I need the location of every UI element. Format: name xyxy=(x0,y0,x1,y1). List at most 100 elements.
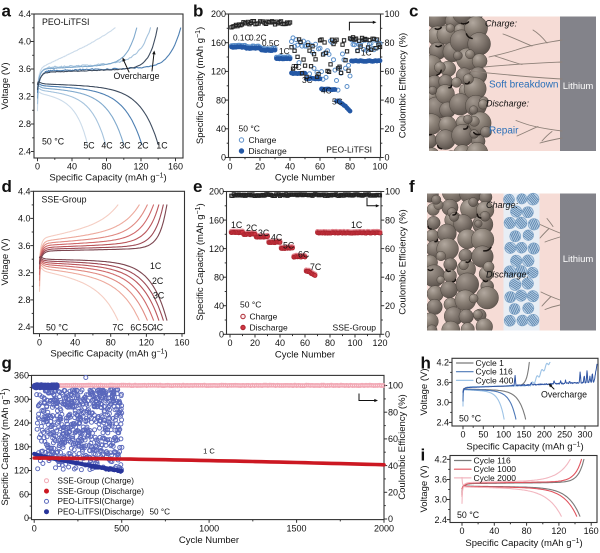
svg-text:4C: 4C xyxy=(152,323,164,333)
svg-text:120: 120 xyxy=(139,338,154,348)
svg-text:Coulombic Efficiency (%): Coulombic Efficiency (%) xyxy=(397,394,408,499)
svg-text:200: 200 xyxy=(209,187,224,197)
svg-text:3.0: 3.0 xyxy=(436,398,449,408)
svg-text:50 °C: 50 °C xyxy=(457,510,480,520)
svg-text:PEO-LiTFSI(Charge): PEO-LiTFSI(Charge) xyxy=(58,497,135,506)
svg-text:120: 120 xyxy=(211,67,226,77)
svg-text:PEO-LiTFSI(Discharge): PEO-LiTFSI(Discharge) xyxy=(58,508,145,517)
svg-text:Cycle Number: Cycle Number xyxy=(179,535,239,546)
svg-text:40: 40 xyxy=(216,124,226,134)
svg-text:0: 0 xyxy=(37,338,42,348)
svg-text:60: 60 xyxy=(19,489,29,499)
svg-text:160: 160 xyxy=(174,338,189,348)
svg-text:Charge: Charge xyxy=(250,312,278,322)
svg-text:80: 80 xyxy=(522,526,532,536)
svg-text:4C: 4C xyxy=(101,141,113,151)
svg-text:Cycle 1000: Cycle 1000 xyxy=(474,464,517,474)
svg-text:2.4: 2.4 xyxy=(18,322,31,332)
svg-text:Discharge: Discharge xyxy=(250,323,289,333)
svg-text:PEO-LiTFSI: PEO-LiTFSI xyxy=(326,145,372,155)
svg-text:100: 100 xyxy=(347,338,362,348)
svg-text:120: 120 xyxy=(551,526,566,536)
svg-text:7C: 7C xyxy=(112,323,124,333)
svg-text:Cycle 400: Cycle 400 xyxy=(476,375,514,385)
svg-text:3C: 3C xyxy=(258,228,270,238)
svg-text:2C: 2C xyxy=(152,276,164,286)
svg-text:2000: 2000 xyxy=(374,524,394,534)
svg-text:Charge:: Charge: xyxy=(485,19,518,29)
svg-text:80: 80 xyxy=(101,162,111,172)
svg-text:80: 80 xyxy=(214,272,224,282)
svg-text:20: 20 xyxy=(250,338,260,348)
svg-text:i: i xyxy=(421,446,426,465)
svg-text:40: 40 xyxy=(388,461,398,471)
svg-text:500: 500 xyxy=(114,524,129,534)
svg-text:3.0: 3.0 xyxy=(434,495,447,505)
svg-text:1C: 1C xyxy=(231,220,243,230)
svg-text:300: 300 xyxy=(577,430,592,440)
svg-text:160: 160 xyxy=(209,215,224,225)
svg-text:5C: 5C xyxy=(142,323,154,333)
svg-text:0: 0 xyxy=(385,330,390,340)
svg-text:Discharge:: Discharge: xyxy=(486,270,530,280)
svg-text:3.2: 3.2 xyxy=(18,268,31,278)
svg-text:50 °C: 50 °C xyxy=(240,300,261,310)
svg-text:1C: 1C xyxy=(361,48,372,58)
svg-text:SSE-Group (Discharge): SSE-Group (Discharge) xyxy=(58,487,145,496)
svg-text:50: 50 xyxy=(478,430,488,440)
svg-text:80: 80 xyxy=(385,38,395,48)
svg-text:160: 160 xyxy=(211,38,226,48)
svg-text:40: 40 xyxy=(70,338,80,348)
svg-text:2C: 2C xyxy=(137,141,149,151)
svg-text:100: 100 xyxy=(385,187,400,197)
svg-text:40: 40 xyxy=(214,301,224,311)
svg-text:0: 0 xyxy=(388,514,393,524)
svg-text:100: 100 xyxy=(496,430,511,440)
svg-text:20: 20 xyxy=(388,488,398,498)
svg-text:100: 100 xyxy=(388,381,403,391)
svg-text:1 C: 1 C xyxy=(203,447,215,456)
svg-text:c: c xyxy=(409,1,418,20)
svg-text:0: 0 xyxy=(385,153,390,163)
svg-text:50 °C: 50 °C xyxy=(150,508,171,517)
svg-text:80: 80 xyxy=(216,95,226,105)
svg-text:50 °C: 50 °C xyxy=(46,323,69,333)
svg-text:60: 60 xyxy=(388,434,398,444)
svg-text:0: 0 xyxy=(459,526,464,536)
svg-text:100: 100 xyxy=(385,9,400,19)
svg-text:0.2C: 0.2C xyxy=(249,33,267,43)
svg-text:150: 150 xyxy=(516,430,531,440)
svg-text:1000: 1000 xyxy=(199,524,219,534)
svg-text:Overcharge: Overcharge xyxy=(541,390,587,400)
svg-text:360: 360 xyxy=(14,371,29,381)
svg-text:4.0: 4.0 xyxy=(18,214,31,224)
svg-text:80: 80 xyxy=(345,162,355,172)
svg-text:2C: 2C xyxy=(291,62,302,72)
svg-text:60: 60 xyxy=(385,67,395,77)
svg-text:4.2: 4.2 xyxy=(434,455,447,465)
svg-text:f: f xyxy=(409,177,415,196)
svg-text:Charge:: Charge: xyxy=(486,200,519,210)
svg-text:SSE-Group (Charge): SSE-Group (Charge) xyxy=(58,477,135,486)
svg-text:0: 0 xyxy=(460,430,465,440)
svg-text:50 °C: 50 °C xyxy=(239,124,260,134)
svg-text:240: 240 xyxy=(14,418,29,428)
svg-text:e: e xyxy=(193,177,202,196)
svg-text:6C: 6C xyxy=(298,250,310,260)
svg-text:Specific Capacity (mAh g−1): Specific Capacity (mAh g−1) xyxy=(465,538,582,549)
svg-text:40: 40 xyxy=(385,272,395,282)
svg-text:180: 180 xyxy=(14,442,29,452)
svg-text:2.8: 2.8 xyxy=(18,119,31,129)
svg-text:60: 60 xyxy=(300,338,310,348)
svg-text:Coulombic Efficiency (%): Coulombic Efficiency (%) xyxy=(398,33,409,138)
svg-text:Overcharge: Overcharge xyxy=(114,71,160,81)
svg-text:Repair: Repair xyxy=(489,126,519,137)
svg-text:Coulombic Efficiency (%): Coulombic Efficiency (%) xyxy=(398,209,409,314)
svg-text:Specific Capacity (mAh g−1): Specific Capacity (mAh g−1) xyxy=(466,441,583,453)
svg-text:80: 80 xyxy=(385,215,395,225)
svg-text:0: 0 xyxy=(221,153,226,163)
svg-text:0: 0 xyxy=(227,338,232,348)
svg-text:20: 20 xyxy=(385,301,395,311)
svg-text:Specific Capacity (mAh g−1): Specific Capacity (mAh g−1) xyxy=(195,27,207,144)
svg-text:Voltage (V): Voltage (V) xyxy=(0,239,11,286)
